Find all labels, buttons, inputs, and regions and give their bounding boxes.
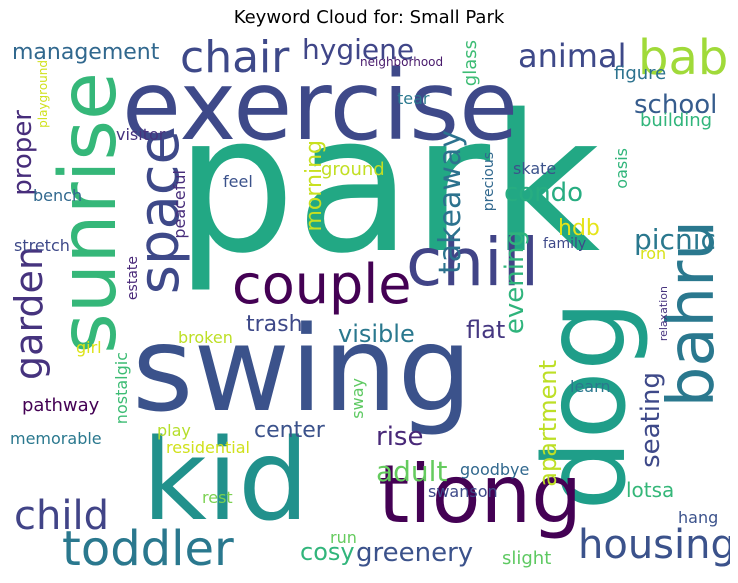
- word-swing: swing: [132, 300, 473, 438]
- word-learn: learn: [570, 377, 611, 396]
- word-rise: rise: [376, 422, 424, 452]
- word-glass: glass: [460, 40, 481, 87]
- word-evening: evening: [500, 230, 530, 335]
- word-proper: proper: [10, 110, 38, 196]
- word-kid: kid: [142, 416, 310, 546]
- word-adult: adult: [376, 455, 448, 488]
- word-tiong: tiong: [378, 448, 583, 541]
- word-seating: seating: [636, 372, 666, 468]
- word-tear: tear: [397, 89, 430, 108]
- word-estate: estate: [125, 256, 141, 301]
- word-baby: baby: [638, 30, 730, 86]
- word-cosy: cosy: [300, 538, 355, 566]
- chart-title: Keyword Cloud for: Small Park: [233, 7, 505, 28]
- word-lotsa: lotsa: [626, 478, 675, 502]
- word-residential: residential: [166, 438, 250, 457]
- word-chair: chair: [180, 32, 290, 83]
- word-greenery: greenery: [356, 538, 474, 568]
- word-hdb: hdb: [558, 216, 600, 241]
- word-ground: ground: [321, 159, 385, 180]
- word-apartment: apartment: [534, 360, 562, 487]
- word-park: park: [175, 74, 601, 295]
- word-hang: hang: [678, 508, 719, 527]
- word-couple: couple: [232, 253, 412, 316]
- word-toddler: toddler: [62, 521, 234, 575]
- word-girl: girl: [76, 338, 102, 357]
- word-memorable: memorable: [10, 429, 102, 448]
- word-relaxation: relaxation: [657, 286, 670, 342]
- word-housing: housing: [578, 522, 730, 568]
- word-visible: visible: [338, 320, 415, 348]
- word-takeaway: takeaway: [433, 130, 468, 274]
- word-precious: precious: [481, 152, 497, 212]
- word-school: school: [634, 90, 718, 120]
- word-bench: bench: [33, 186, 83, 205]
- word-playground: playground: [36, 60, 50, 128]
- word-chill: chill: [406, 224, 540, 301]
- word-pathway: pathway: [22, 395, 100, 416]
- word-neighborhood: neighborhood: [360, 55, 444, 69]
- word-oasis: oasis: [612, 148, 631, 189]
- word-stretch: stretch: [14, 236, 70, 255]
- word-management: management: [12, 40, 160, 65]
- word-trash: trash: [246, 312, 303, 337]
- word-hygiene: hygiene: [302, 33, 415, 66]
- word-animal: animal: [518, 37, 627, 75]
- word-flat: flat: [466, 316, 506, 344]
- word-sunrise: sunrise: [44, 72, 134, 354]
- word-exercise: exercise: [122, 50, 519, 162]
- word-rest: rest: [202, 488, 233, 507]
- word-visitor: visitor: [116, 125, 166, 144]
- word-peaceful: peaceful: [170, 170, 189, 239]
- word-morning: morning: [302, 140, 327, 232]
- word-center: center: [254, 418, 325, 443]
- word-child: child: [14, 493, 109, 539]
- word-garden: garden: [10, 246, 51, 380]
- word-run: run: [330, 528, 357, 547]
- word-figure: figure: [614, 63, 667, 84]
- word-building: building: [640, 110, 713, 131]
- word-goodbye: goodbye: [460, 460, 530, 479]
- word-sway: sway: [348, 378, 367, 419]
- word-ron: ron: [640, 244, 667, 263]
- word-broken: broken: [178, 328, 233, 347]
- word-cloud: park swing exercise sunrise kid dog tiong chill…: [10, 30, 730, 575]
- word-play: play: [157, 421, 191, 440]
- word-family: family: [543, 236, 587, 252]
- word-picnic: picnic: [634, 223, 716, 256]
- word-slight: slight: [502, 548, 552, 569]
- word-feel: feel: [223, 172, 253, 191]
- word-condo: condo: [504, 178, 584, 208]
- word-nostalgic: nostalgic: [112, 352, 131, 425]
- word-swanson: swanson: [428, 482, 498, 501]
- word-skate: skate: [513, 159, 557, 178]
